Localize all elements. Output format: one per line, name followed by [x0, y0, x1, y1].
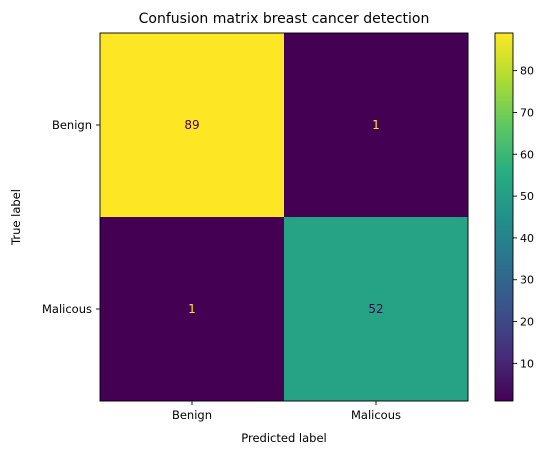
- colorbar-tick-label: 50: [520, 190, 534, 203]
- chart-title: Confusion matrix breast cancer detection: [139, 11, 430, 27]
- colorbar-tick-label: 80: [520, 65, 534, 78]
- colorbar-tick-label: 10: [520, 357, 534, 370]
- cell-value-r0-c0: 89: [184, 118, 199, 132]
- colorbar-tick-label: 70: [520, 106, 534, 119]
- y-axis-ticks: Benign Malicous: [42, 118, 100, 316]
- matrix-cell-r0-c0: [100, 33, 285, 218]
- colorbar: [494, 32, 514, 402]
- cell-value-r0-c1: 1: [372, 118, 380, 132]
- matrix-cell-labels: 89 1 1 52: [184, 118, 383, 316]
- matrix-cell-r1-c1: [284, 217, 469, 402]
- colorbar-tick-label: 30: [520, 274, 534, 287]
- matrix-cells: [100, 33, 469, 402]
- colorbar-tick-label: 40: [520, 232, 534, 245]
- y-tick-label: Benign: [52, 118, 92, 132]
- cell-value-r1-c0: 1: [188, 302, 196, 316]
- colorbar-tick-label: 20: [520, 316, 534, 329]
- x-axis-ticks: Benign Malicous: [172, 401, 401, 422]
- x-tick-label: Benign: [172, 408, 212, 422]
- x-axis-label: Predicted label: [241, 431, 326, 445]
- matrix-cell-r1-c0: [100, 217, 285, 402]
- colorbar-ticks: 10 20 30 40 50 60 70 80: [513, 65, 534, 370]
- cell-value-r1-c1: 52: [368, 302, 383, 316]
- y-axis-label: True label: [9, 189, 23, 246]
- x-tick-label: Malicous: [351, 408, 401, 422]
- matrix-cell-r0-c1: [284, 33, 469, 218]
- colorbar-tick-label: 60: [520, 148, 534, 161]
- plot-frame: [99, 32, 469, 402]
- y-tick-label: Malicous: [42, 302, 92, 316]
